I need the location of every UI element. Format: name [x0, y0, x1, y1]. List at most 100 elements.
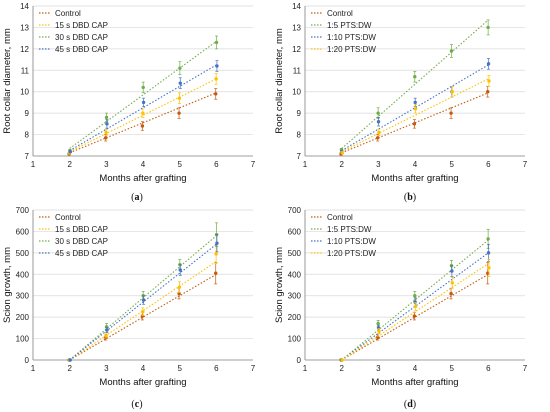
y-tick-label: 600 [16, 227, 30, 236]
legend-label: 30 s DBD CAP [55, 33, 108, 42]
y-tick-label: 8 [25, 131, 30, 140]
data-point [412, 122, 417, 126]
data-point [178, 66, 182, 70]
data-point [487, 266, 491, 270]
data-point [214, 92, 218, 96]
data-point [376, 111, 380, 115]
data-point [377, 130, 381, 135]
trendline [69, 243, 217, 361]
data-point [486, 90, 490, 94]
x-tick-label: 3 [104, 364, 109, 373]
y-tick-label: 9 [25, 109, 30, 118]
y-tick-label: 600 [288, 227, 302, 236]
series-2 [339, 19, 490, 152]
y-tick-label: 300 [288, 292, 302, 301]
data-point [141, 100, 146, 105]
data-point [214, 252, 218, 256]
legend: Control 1:5 PTS:DW 1:10 PTS:DW 1:20 PTS:DW [311, 9, 376, 54]
data-point [141, 111, 145, 115]
legend-label: 1:5 PTS:DW [327, 225, 372, 234]
chart-panel-d: 0 100 200 300 400 500 600 700 1 2 3 4 5 6 7 Months afte… [274, 206, 528, 388]
data-point [486, 251, 491, 255]
y-tick-label: 400 [16, 270, 30, 279]
data-point [450, 90, 454, 94]
legend-label: 1:5 PTS:DW [327, 21, 372, 30]
legend: Control 1:5 PTS:DW 1:10 PTS:DW 1:20 PTS:DW [311, 213, 376, 258]
y-tick-label: 100 [16, 335, 30, 344]
trendline [341, 19, 489, 149]
data-point [449, 49, 454, 53]
data-point [177, 111, 181, 115]
legend-label: 1:20 PTS:DW [327, 249, 376, 258]
series-2 [67, 73, 218, 155]
data-point [104, 136, 108, 140]
data-point [141, 85, 145, 90]
data-point [105, 122, 109, 126]
data-point [215, 64, 219, 68]
legend-label: Control [55, 213, 81, 222]
panel-caption-a: (a) [131, 192, 143, 203]
y-tick-label: 11 [21, 66, 30, 75]
x-tick-label: 4 [413, 160, 418, 169]
legend-label: Control [327, 213, 353, 222]
data-point [140, 124, 145, 128]
data-point [376, 120, 381, 124]
y-tick-label: 0 [25, 356, 30, 365]
data-point [104, 115, 109, 120]
data-point [140, 314, 145, 318]
data-point [377, 329, 381, 333]
legend-label: 1:10 PTS:DW [327, 33, 376, 42]
y-tick-label: 500 [288, 249, 302, 258]
data-point [449, 291, 453, 296]
legend-label: 30 s DBD CAP [55, 237, 108, 246]
y-tick-label: 12 [20, 45, 29, 54]
chart-panel-c: 0 100 200 300 400 500 600 700 1 2 3 4 5 6 7 Months afte… [2, 206, 256, 388]
data-point [413, 75, 417, 79]
data-point [141, 310, 145, 314]
x-tick-label: 7 [523, 160, 528, 169]
series-1 [339, 86, 490, 156]
data-point [376, 335, 380, 340]
data-point [413, 107, 418, 111]
x-tick-label: 3 [376, 364, 381, 373]
x-tick-label: 5 [177, 364, 182, 373]
panel-caption-b: (b) [404, 192, 416, 203]
x-axis-label: Months after grafting [99, 173, 186, 184]
trendline [341, 252, 489, 361]
series-4 [340, 75, 491, 155]
x-tick-label: 1 [303, 160, 308, 169]
x-tick-label: 6 [486, 364, 491, 373]
data-point [487, 79, 491, 83]
data-point [141, 298, 146, 302]
x-tick-label: 2 [67, 160, 72, 169]
y-tick-label: 10 [20, 88, 29, 97]
series-4 [340, 258, 491, 362]
y-tick-label: 700 [288, 206, 302, 215]
data-point [178, 81, 182, 85]
legend-label: 1:20 PTS:DW [327, 45, 376, 54]
y-axis-label: Root collar diameter, mm [274, 28, 285, 134]
y-tick-label: 14 [20, 2, 29, 11]
legend: Control 15 s DBD CAP 30 s DBD CAP 45 s DBD … [39, 9, 108, 54]
y-tick-label: 10 [292, 88, 301, 97]
series-1 [67, 88, 218, 156]
x-tick-label: 7 [523, 364, 528, 373]
y-axis-label: Root collar diameter, mm [2, 28, 13, 134]
trendline [341, 263, 489, 361]
data-point [178, 268, 182, 272]
y-axis-label: Scion growth, mm [2, 247, 13, 323]
data-point [486, 62, 491, 66]
series-3 [340, 243, 491, 362]
legend-label: 15 s DBD CAP [55, 21, 108, 30]
data-point [486, 237, 490, 241]
x-tick-label: 7 [251, 364, 256, 373]
legend-label: Control [55, 9, 81, 18]
data-point [68, 150, 72, 154]
x-tick-label: 1 [31, 160, 36, 169]
legend-label: 45 s DBD CAP [55, 45, 108, 54]
series-4 [68, 60, 219, 154]
y-tick-label: 500 [16, 249, 30, 258]
y-axis-label: Scion growth, mm [274, 247, 285, 323]
